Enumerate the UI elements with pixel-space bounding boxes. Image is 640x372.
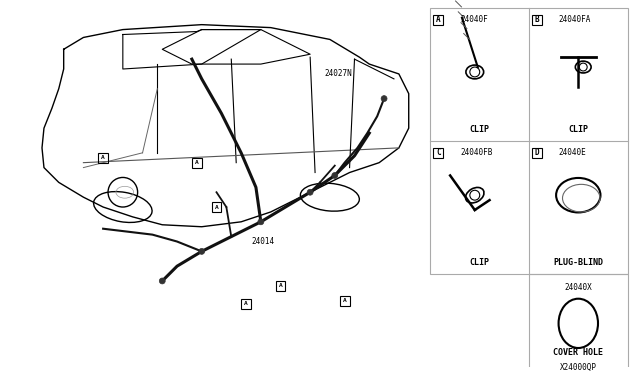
Circle shape	[307, 189, 313, 195]
Bar	[212, 202, 221, 212]
Circle shape	[258, 219, 264, 225]
Text: A: A	[195, 160, 198, 165]
Circle shape	[332, 173, 338, 179]
Circle shape	[381, 96, 387, 102]
Text: A: A	[343, 298, 346, 303]
Text: 24014: 24014	[251, 237, 274, 246]
Text: X24000QP: X24000QP	[560, 363, 596, 372]
Bar	[241, 299, 251, 308]
Text: A: A	[214, 205, 218, 209]
Text: 24040X: 24040X	[564, 283, 592, 292]
Bar	[98, 153, 108, 163]
Text: 24040E: 24040E	[559, 148, 586, 157]
Text: CLIP: CLIP	[568, 125, 588, 134]
Text: CLIP: CLIP	[470, 258, 490, 267]
Bar	[532, 148, 542, 158]
Text: PLUG-BLIND: PLUG-BLIND	[554, 258, 604, 267]
Text: A: A	[278, 283, 282, 288]
Text: A: A	[101, 155, 105, 160]
Bar	[276, 281, 285, 291]
Text: 24040FB: 24040FB	[460, 148, 492, 157]
Bar	[431, 8, 628, 274]
Circle shape	[199, 248, 205, 254]
Text: 24040F: 24040F	[460, 15, 488, 24]
Text: COVER HOLE: COVER HOLE	[554, 349, 604, 357]
Text: D: D	[534, 148, 539, 157]
Text: B: B	[534, 15, 539, 24]
Bar	[192, 158, 202, 168]
Text: A: A	[436, 15, 440, 24]
Bar	[529, 274, 628, 372]
Bar	[340, 296, 349, 306]
Bar	[532, 15, 542, 25]
Text: 24040FA: 24040FA	[559, 15, 591, 24]
Text: 24027N: 24027N	[325, 70, 353, 78]
Circle shape	[159, 278, 165, 284]
Text: CLIP: CLIP	[470, 125, 490, 134]
Bar	[433, 148, 444, 158]
Bar	[433, 15, 444, 25]
Text: C: C	[436, 148, 440, 157]
Text: A: A	[244, 301, 248, 306]
